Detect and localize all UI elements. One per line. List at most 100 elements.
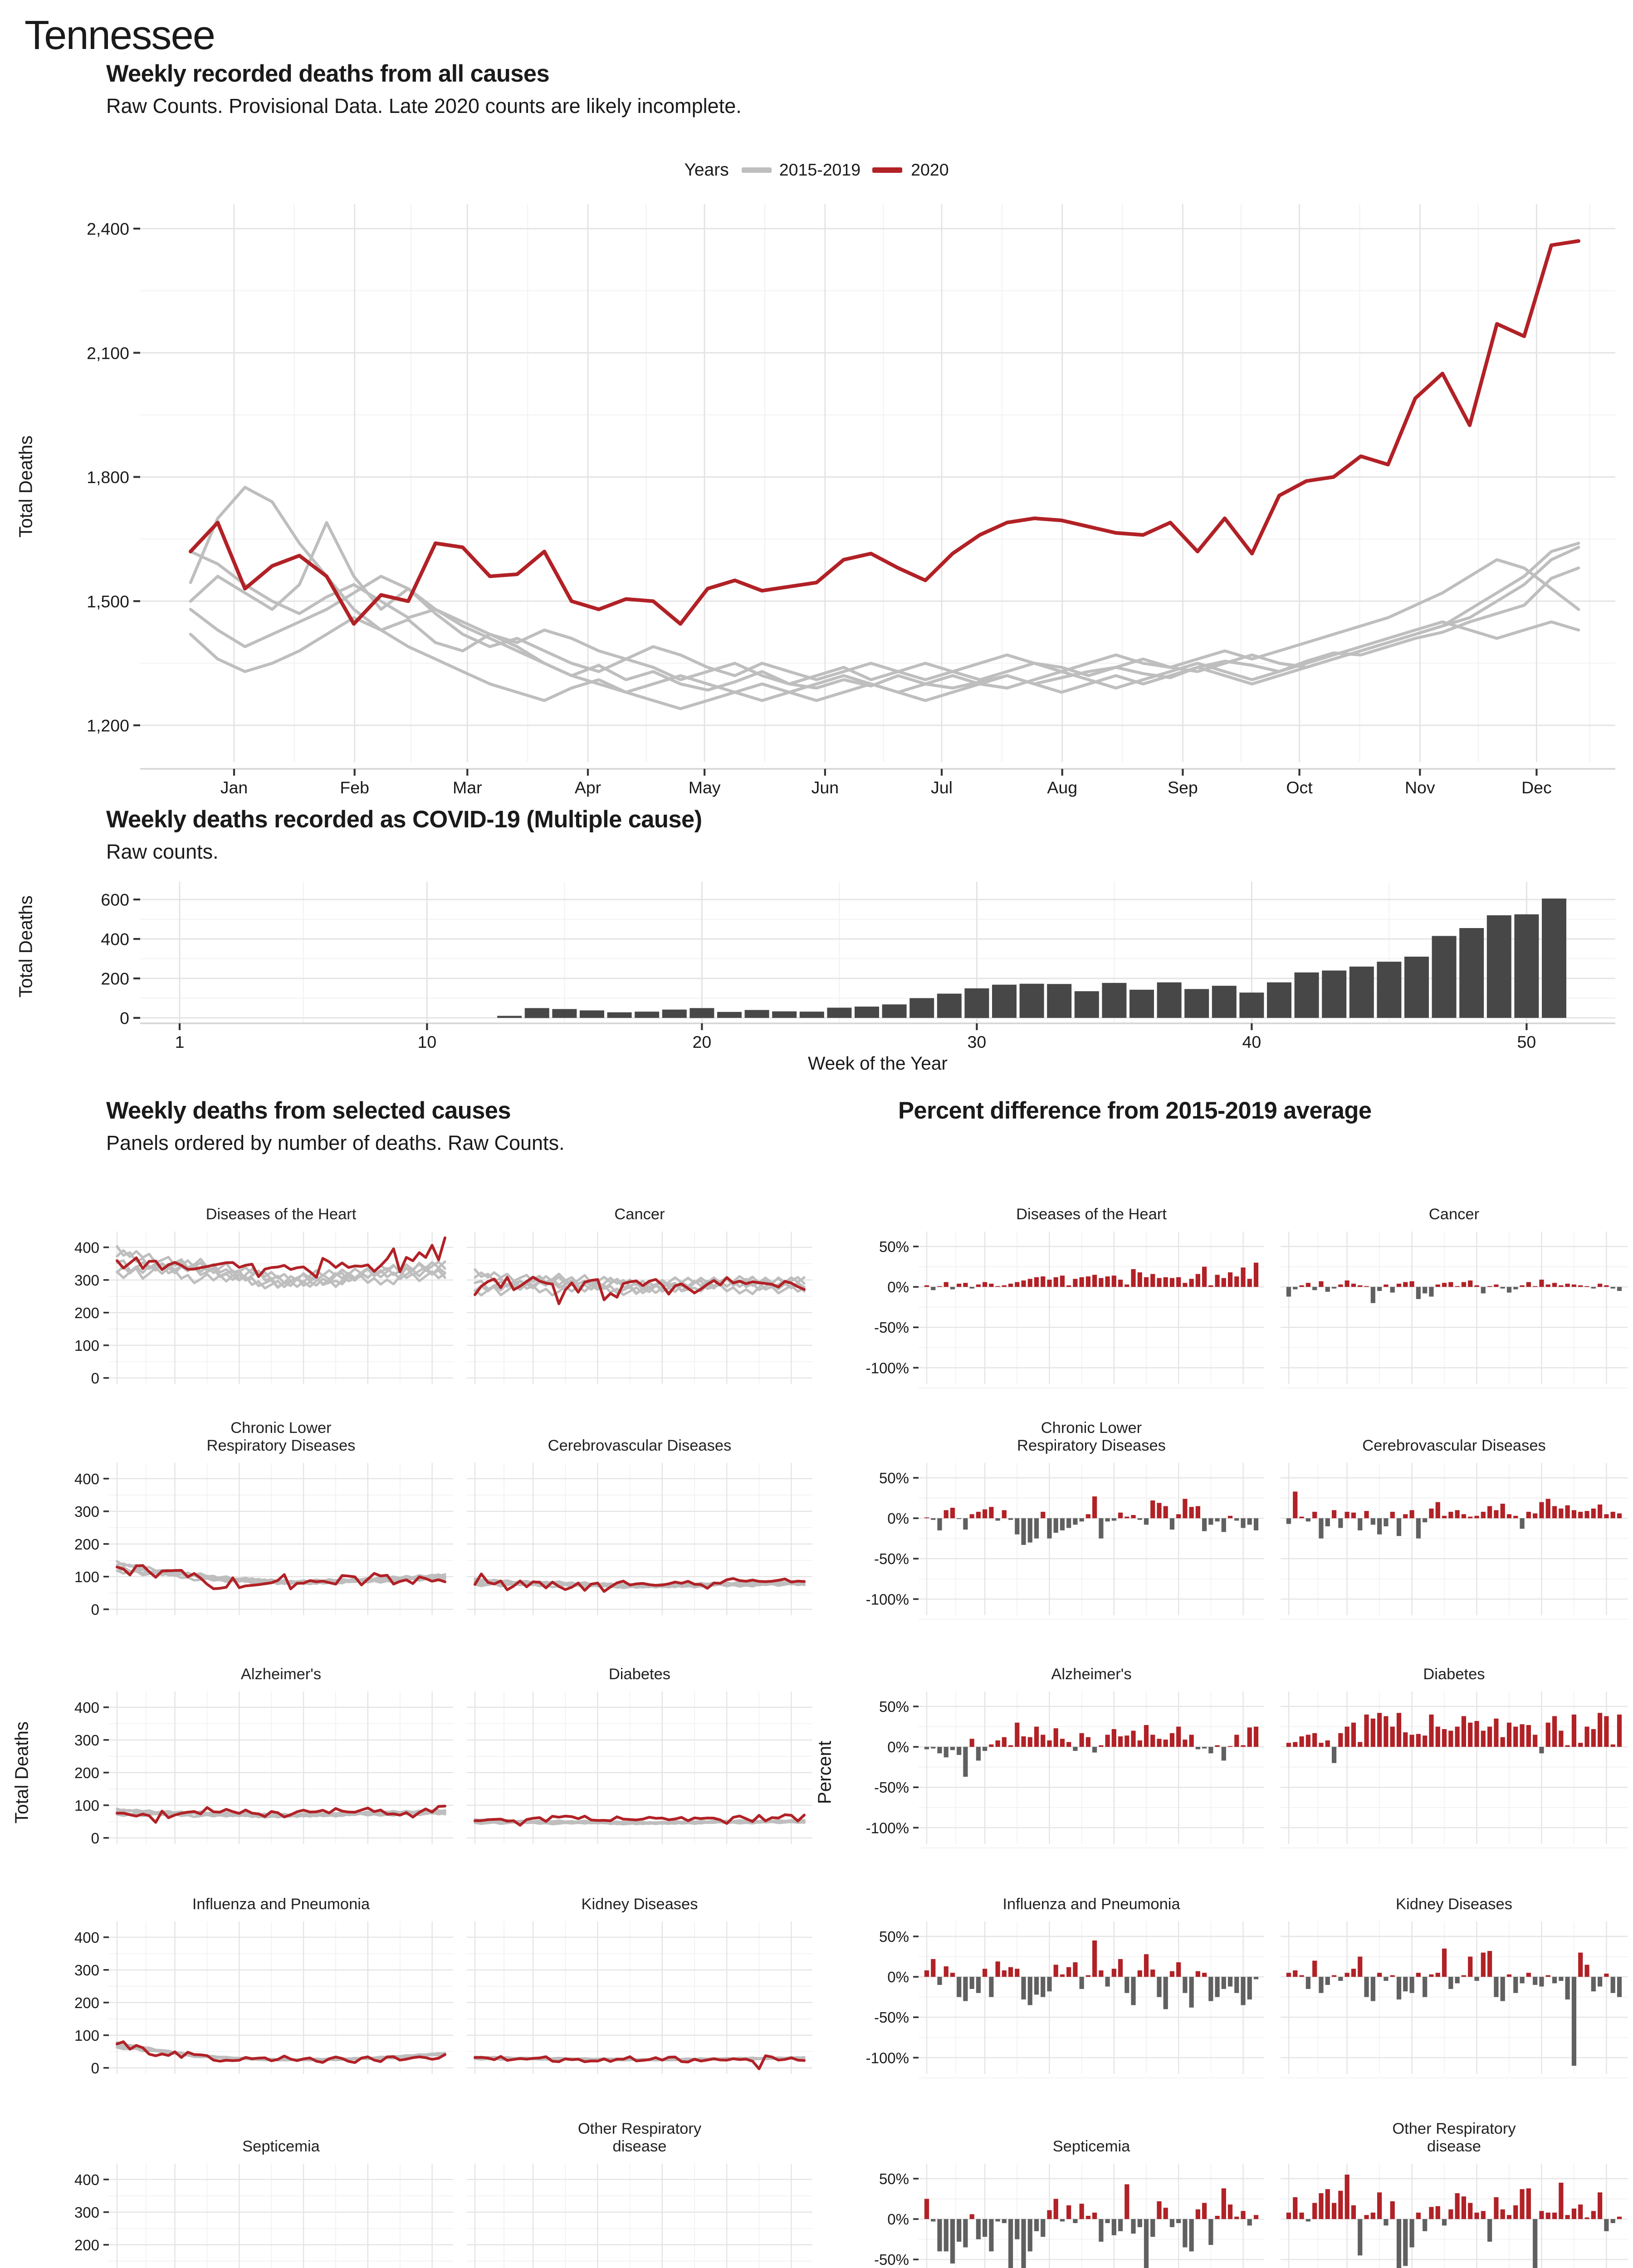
pct-bar bbox=[1435, 1284, 1440, 1287]
covid-bar bbox=[1047, 984, 1072, 1018]
pct-bar bbox=[1377, 1973, 1382, 1977]
pct-bar bbox=[1506, 1514, 1512, 1519]
pct-bar bbox=[937, 1518, 942, 1530]
pct-bar bbox=[1571, 1714, 1577, 1747]
y-tick-label: -50% bbox=[874, 1779, 909, 1796]
pct-bar bbox=[1403, 1732, 1408, 1747]
pct-bar bbox=[931, 1959, 936, 1977]
page-title: Tennessee bbox=[24, 14, 215, 59]
y-tick-label: -100% bbox=[866, 2049, 909, 2066]
pct-bar bbox=[1118, 2219, 1123, 2231]
pct-bar bbox=[1409, 2219, 1414, 2248]
pct-bar bbox=[1539, 1747, 1544, 1754]
line-2015-2019 bbox=[189, 521, 1580, 686]
month-label: Aug bbox=[1047, 778, 1077, 797]
pct-bar bbox=[937, 1286, 942, 1287]
pct-bar bbox=[1513, 2205, 1518, 2219]
pct-bar bbox=[1092, 2212, 1097, 2219]
pct-bar bbox=[1338, 1733, 1343, 1747]
y-tick-label: 0% bbox=[887, 2211, 909, 2228]
panel-title: Septicemia bbox=[1052, 2140, 1130, 2156]
pct-bar bbox=[1481, 1511, 1486, 1519]
pct-bar bbox=[1513, 1977, 1518, 1993]
pct-bar bbox=[1234, 1276, 1239, 1287]
panel-title: Kidney Diseases bbox=[1396, 1897, 1512, 1914]
covid-bar bbox=[1074, 991, 1099, 1018]
pct-bar bbox=[976, 2219, 981, 2239]
pct-bar bbox=[1299, 1285, 1304, 1287]
pct-bar bbox=[1053, 1518, 1058, 1533]
pct-bar bbox=[1578, 1285, 1583, 1287]
pct-bar bbox=[1390, 1511, 1395, 1519]
pct-bar bbox=[1345, 1280, 1349, 1287]
pct-bar bbox=[1169, 1518, 1175, 1530]
y-tick-label: 100 bbox=[74, 1797, 99, 1814]
pct-bar bbox=[1002, 1970, 1007, 1977]
pct-bar bbox=[1351, 1283, 1356, 1287]
y-tick-label: -100% bbox=[866, 1819, 909, 1836]
pct-bar bbox=[1442, 1515, 1447, 1519]
pct-bar bbox=[1021, 1977, 1026, 1999]
line-2015-2019 bbox=[189, 486, 1580, 692]
pct-bar bbox=[1189, 2219, 1194, 2252]
pct-bar bbox=[1144, 1954, 1149, 1977]
pct-bar bbox=[1253, 1518, 1259, 1530]
pct-bar bbox=[1125, 1735, 1129, 1747]
pct-bar bbox=[1358, 2219, 1363, 2256]
covid-bar bbox=[909, 998, 934, 1018]
pct-bar bbox=[1150, 1970, 1155, 1977]
pct-bar bbox=[1513, 1726, 1518, 1747]
y-tick-label: 0% bbox=[887, 1739, 909, 1755]
pct-bar bbox=[1163, 1977, 1168, 2009]
pct-bar bbox=[1571, 1510, 1577, 1519]
pct-bar bbox=[1604, 1716, 1609, 1747]
pct-bar bbox=[1312, 1287, 1317, 1290]
pct-bar bbox=[1545, 1975, 1550, 1977]
pct-bar bbox=[1455, 1726, 1460, 1747]
pct-bar bbox=[1176, 1726, 1181, 1747]
pct-bar bbox=[1345, 1973, 1349, 1977]
pct-bar bbox=[983, 1282, 988, 1287]
panel-title: Chronic Lower Respiratory Diseases bbox=[206, 1420, 356, 1456]
pct-bar bbox=[1131, 1515, 1136, 1519]
pct-bar bbox=[969, 1977, 974, 1989]
pct-bar bbox=[1461, 1282, 1467, 1287]
y-tick-label: 100 bbox=[74, 1569, 99, 1585]
pct-bar bbox=[1559, 2182, 1564, 2219]
pct-bar bbox=[1008, 1283, 1013, 1287]
pct-bar bbox=[1157, 1977, 1162, 1997]
pct-bar bbox=[983, 1969, 988, 1977]
pct-bar bbox=[1591, 1287, 1596, 1289]
pct-bar bbox=[1384, 2219, 1389, 2226]
pct-bar bbox=[1403, 1977, 1408, 1992]
y-tick-label: 400 bbox=[74, 1929, 99, 1946]
pct-bar bbox=[1293, 2197, 1298, 2219]
pct-bar bbox=[1487, 1951, 1492, 1977]
pct-bar bbox=[1286, 2212, 1291, 2219]
pct-bar bbox=[1494, 2197, 1499, 2219]
panel-line-2020 bbox=[116, 2040, 446, 2064]
pct-bar bbox=[1183, 1283, 1188, 1287]
month-label: May bbox=[689, 778, 721, 797]
pct-bar bbox=[1202, 1518, 1207, 1531]
pct-bar bbox=[924, 1970, 929, 1977]
pct-bar bbox=[1526, 1725, 1531, 1747]
y-tick-label: 200 bbox=[74, 1536, 99, 1553]
y-tick-label: 0 bbox=[91, 1830, 99, 1847]
pct-bar bbox=[1189, 1977, 1194, 2008]
pct-bar bbox=[944, 1966, 949, 1977]
y-tick-label: 100 bbox=[74, 1337, 99, 1354]
pct-bar bbox=[1137, 1740, 1142, 1747]
pct-bar bbox=[1034, 2219, 1039, 2231]
pct-bar bbox=[1105, 1977, 1110, 1987]
panel-title: Kidney Diseases bbox=[581, 1897, 698, 1914]
pct-bar bbox=[989, 1977, 994, 1997]
pct-bar bbox=[1338, 1518, 1343, 1528]
pct-bar bbox=[1157, 1739, 1162, 1747]
pct-bar bbox=[1099, 1970, 1104, 1977]
pct-bar bbox=[1604, 1514, 1609, 1519]
pct-bar bbox=[969, 2214, 974, 2219]
pct-bar bbox=[1105, 2219, 1110, 2224]
pct-bar bbox=[1358, 1285, 1363, 1287]
y-tick-label: 100 bbox=[74, 2027, 99, 2044]
